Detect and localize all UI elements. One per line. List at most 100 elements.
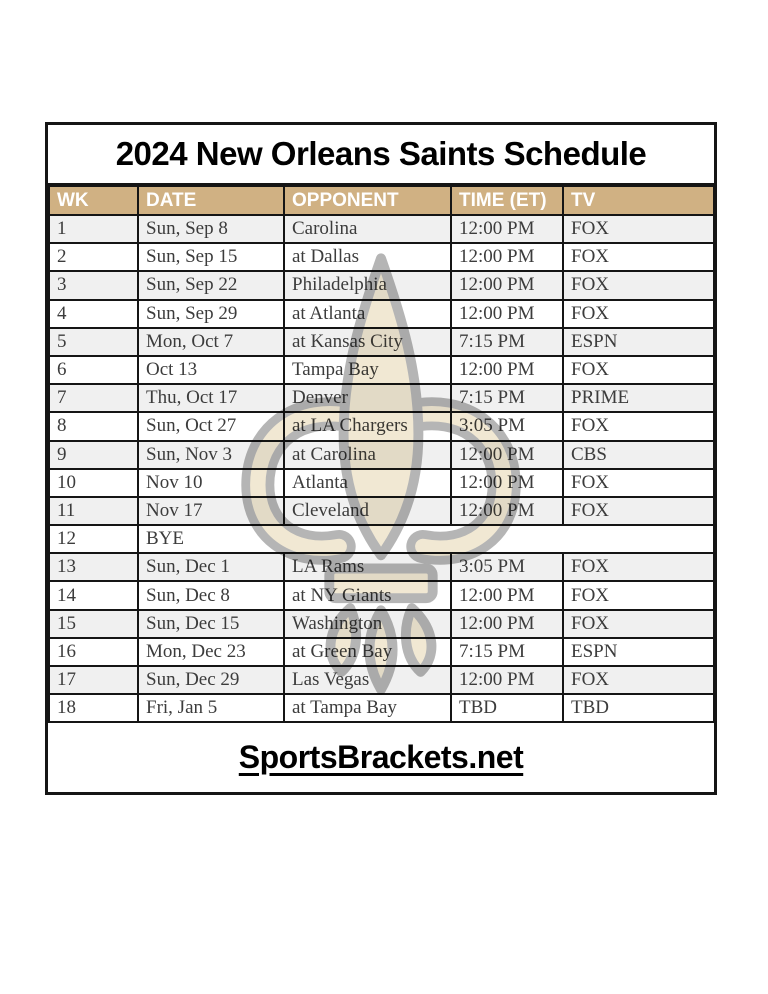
column-header-tv: TV [562, 185, 715, 216]
cell-wk: 11 [48, 495, 139, 527]
table-row: 2 Sun, Sep 15 at Dallas 12:00 PM FOX [48, 242, 715, 273]
table-row: 18 Fri, Jan 5 at Tampa Bay TBD TBD [48, 693, 715, 724]
column-header-opponent: OPPONENT [283, 185, 452, 216]
table-row: 11 Nov 17 Cleveland 12:00 PM FOX [48, 495, 715, 527]
cell-tv: PRIME [562, 383, 715, 414]
table-row: 3 Sun, Sep 22 Philadelphia 12:00 PM FOX [48, 270, 715, 301]
table-row: 13 Sun, Dec 1 LA Rams 3:05 PM FOX [48, 552, 715, 583]
cell-date: Oct 13 [137, 354, 285, 386]
cell-date: Sun, Oct 27 [137, 411, 285, 442]
table-row: 7 Thu, Oct 17 Denver 7:15 PM PRIME [48, 383, 715, 414]
cell-date: Sun, Dec 15 [137, 608, 285, 639]
cell-time: 12:00 PM [450, 270, 564, 301]
cell-tv: CBS [562, 439, 715, 470]
cell-wk: 1 [48, 213, 139, 245]
cell-date: Thu, Oct 17 [137, 383, 285, 414]
cell-time: 12:00 PM [450, 439, 564, 470]
cell-time: 12:00 PM [450, 664, 564, 696]
cell-time: 12:00 PM [450, 298, 564, 329]
cell-opponent: at Green Bay [283, 636, 452, 668]
page-title: 2024 New Orleans Saints Schedule [48, 125, 714, 185]
cell-date: Nov 10 [137, 467, 285, 498]
table-row: 15 Sun, Dec 15 Washington 12:00 PM FOX [48, 608, 715, 639]
cell-tv: FOX [562, 298, 715, 329]
cell-wk: 3 [48, 270, 139, 301]
cell-wk: 2 [48, 242, 139, 273]
cell-time: 12:00 PM [450, 213, 564, 245]
cell-opponent: at LA Chargers [283, 411, 452, 442]
column-header-wk: WK [48, 185, 139, 216]
cell-time: 12:00 PM [450, 495, 564, 527]
table-row: 16 Mon, Dec 23 at Green Bay 7:15 PM ESPN [48, 636, 715, 668]
cell-tv: FOX [562, 242, 715, 273]
table-row: 14 Sun, Dec 8 at NY Giants 12:00 PM FOX [48, 580, 715, 611]
cell-opponent: Las Vegas [283, 664, 452, 696]
cell-tv: ESPN [562, 636, 715, 668]
cell-tv: ESPN [562, 326, 715, 357]
footer-bar: SportsBrackets.net [48, 723, 714, 792]
cell-time: 7:15 PM [450, 383, 564, 414]
table-row: 6 Oct 13 Tampa Bay 12:00 PM FOX [48, 354, 715, 386]
cell-tv: FOX [562, 608, 715, 639]
cell-opponent: Philadelphia [283, 270, 452, 301]
cell-wk: 14 [48, 580, 139, 611]
cell-opponent: at Carolina [283, 439, 452, 470]
cell-wk: 12 [48, 524, 139, 555]
column-header-date: DATE [137, 185, 285, 216]
cell-tv: FOX [562, 213, 715, 245]
cell-date: Fri, Jan 5 [137, 693, 285, 724]
cell-tv: FOX [562, 411, 715, 442]
cell-tv: FOX [562, 664, 715, 696]
cell-time: 3:05 PM [450, 552, 564, 583]
column-header-time-et: TIME (ET) [450, 185, 564, 216]
cell-tv: FOX [562, 467, 715, 498]
cell-opponent: at Tampa Bay [283, 693, 452, 724]
cell-date: Sun, Nov 3 [137, 439, 285, 470]
cell-time: 12:00 PM [450, 354, 564, 386]
schedule-table: WK DATE OPPONENT TIME (ET) TV 1 Sun, Sep 8 Car… [48, 185, 715, 724]
cell-wk: 8 [48, 411, 139, 442]
cell-time: 12:00 PM [450, 580, 564, 611]
sportsbrackets-link[interactable]: SportsBrackets.net [238, 739, 524, 776]
table-row: 5 Mon, Oct 7 at Kansas City 7:15 PM ESPN [48, 326, 715, 357]
cell-opponent: at Kansas City [283, 326, 452, 357]
cell-opponent: Denver [283, 383, 452, 414]
cell-date: Nov 17 [137, 495, 285, 527]
cell-time: 3:05 PM [450, 411, 564, 442]
cell-tv: FOX [562, 354, 715, 386]
table-row: 17 Sun, Dec 29 Las Vegas 12:00 PM FOX [48, 664, 715, 696]
cell-opponent: at Dallas [283, 242, 452, 273]
table-row: 12 BYE [48, 524, 715, 555]
cell-time: 12:00 PM [450, 608, 564, 639]
cell-wk: 17 [48, 664, 139, 696]
schedule-sheet: 2024 New Orleans Saints Schedule WK DATE O… [45, 122, 717, 795]
cell-opponent: at Atlanta [283, 298, 452, 329]
table-row: 10 Nov 10 Atlanta 12:00 PM FOX [48, 467, 715, 498]
cell-date: Sun, Sep 22 [137, 270, 285, 301]
cell-wk: 18 [48, 693, 139, 724]
table-header-row: WK DATE OPPONENT TIME (ET) TV [48, 185, 715, 216]
cell-opponent: Washington [283, 608, 452, 639]
cell-date: Mon, Dec 23 [137, 636, 285, 668]
cell-date: BYE [137, 524, 715, 555]
cell-date: Sun, Sep 15 [137, 242, 285, 273]
cell-wk: 7 [48, 383, 139, 414]
cell-time: 12:00 PM [450, 467, 564, 498]
cell-wk: 5 [48, 326, 139, 357]
cell-wk: 10 [48, 467, 139, 498]
cell-opponent: Atlanta [283, 467, 452, 498]
cell-opponent: Carolina [283, 213, 452, 245]
cell-opponent: Cleveland [283, 495, 452, 527]
cell-date: Sun, Dec 8 [137, 580, 285, 611]
cell-date: Sun, Dec 1 [137, 552, 285, 583]
cell-wk: 15 [48, 608, 139, 639]
table-row: 9 Sun, Nov 3 at Carolina 12:00 PM CBS [48, 439, 715, 470]
cell-time: 7:15 PM [450, 326, 564, 357]
cell-wk: 13 [48, 552, 139, 583]
cell-wk: 4 [48, 298, 139, 329]
cell-tv: FOX [562, 495, 715, 527]
cell-time: TBD [450, 693, 564, 724]
cell-wk: 9 [48, 439, 139, 470]
cell-time: 7:15 PM [450, 636, 564, 668]
